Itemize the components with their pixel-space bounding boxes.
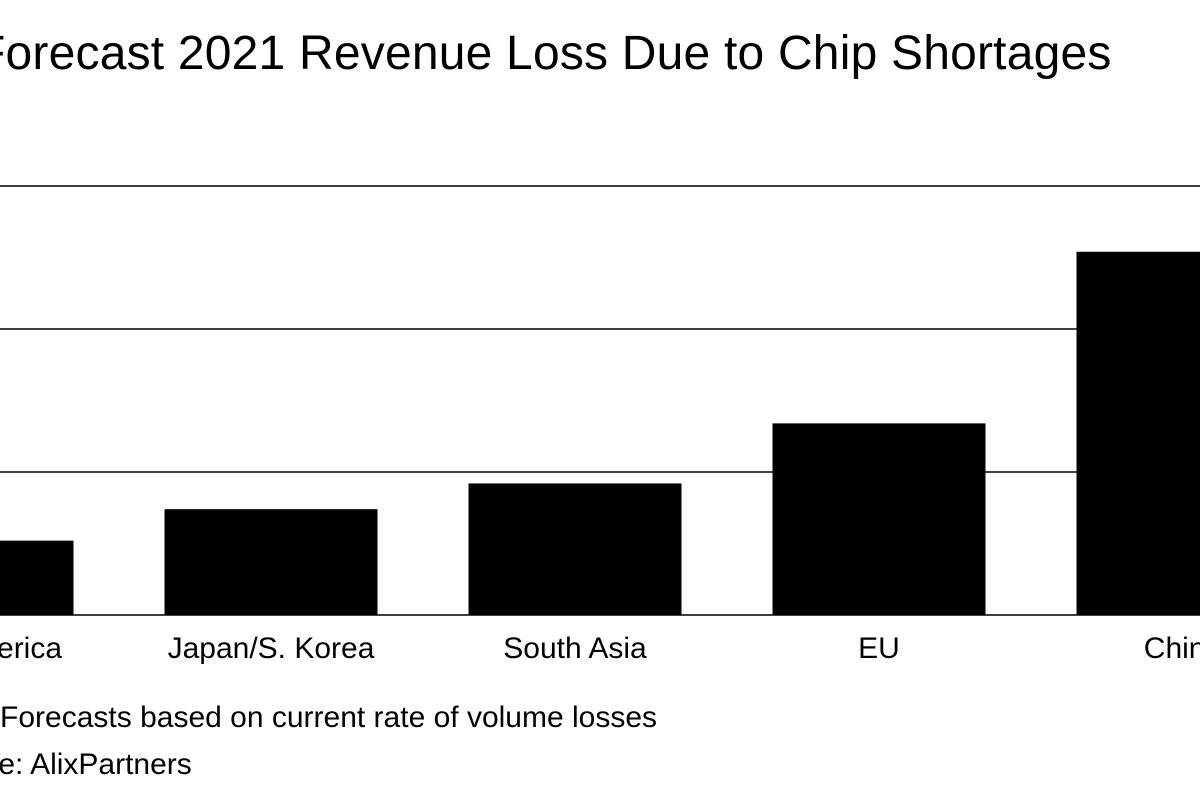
chart-source: Source: AlixPartners (0, 748, 192, 781)
bar (164, 509, 378, 615)
category-label: EU (858, 632, 900, 665)
chart-footnote: Note: Forecasts based on current rate of… (0, 701, 658, 734)
category-label: North America (0, 632, 62, 665)
category-label: Japan/S. Korea (168, 632, 375, 665)
bar (468, 483, 682, 615)
category-label: China (1144, 632, 1200, 665)
chart-title: Forecast 2021 Revenue Loss Due to Chip S… (0, 27, 1112, 80)
bar (772, 423, 986, 615)
bar (0, 540, 74, 615)
bars (0, 251, 1200, 615)
bar (1076, 251, 1200, 615)
category-label: South Asia (503, 632, 647, 665)
category-labels: North America Japan/S. Korea South Asia EU C… (0, 632, 1200, 665)
